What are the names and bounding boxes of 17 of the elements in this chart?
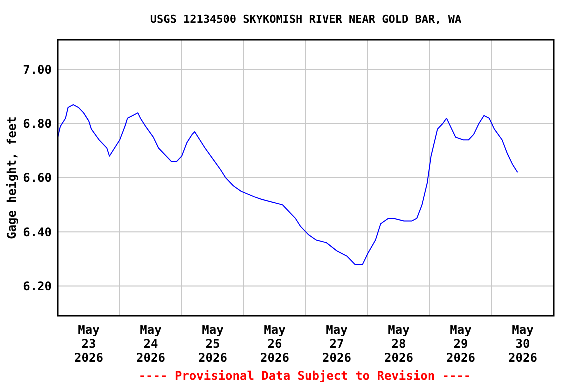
x-tick-label: May 24 2026	[136, 323, 166, 365]
x-tick-label: May 26 2026	[260, 323, 290, 365]
x-tick-label: May 27 2026	[322, 323, 352, 365]
y-tick-label: 6.80	[23, 117, 52, 132]
x-tick-label: May 23 2026	[74, 323, 104, 365]
line-series	[58, 104, 518, 266]
y-tick-label: 6.20	[23, 279, 52, 294]
chart-title: USGS 12134500 SKYKOMISH RIVER NEAR GOLD BAR, WA	[150, 13, 462, 26]
y-tick-label: 7.00	[23, 62, 52, 77]
y-tick-label: 6.60	[23, 171, 52, 186]
x-tick-label: May 30 2026	[508, 323, 538, 365]
text: ---- Provisional Data Subject to Revision ----	[138, 369, 472, 383]
x-tick-label: May 25 2026	[198, 323, 228, 365]
x-tick-label: May 29 2026	[446, 323, 476, 365]
x-tick-label: May 28 2026	[384, 323, 414, 365]
y-axis-title: Gage height, feet	[5, 116, 19, 240]
y-tick-label: 6.40	[23, 225, 52, 240]
